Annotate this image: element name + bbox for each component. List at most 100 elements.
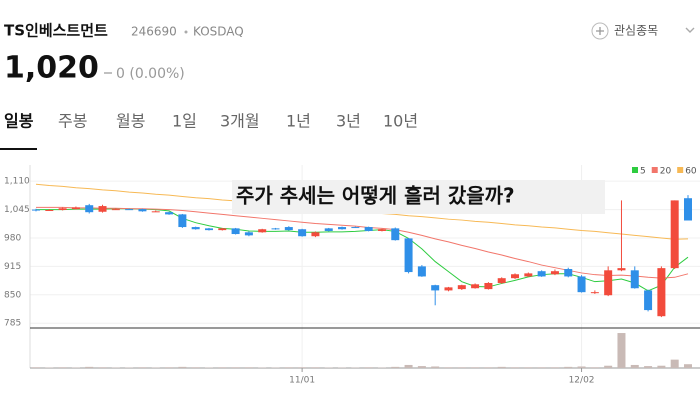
candle-body	[351, 227, 359, 228]
volume-bar	[178, 367, 186, 368]
candle-body	[178, 214, 186, 227]
volume-bar	[511, 367, 519, 368]
candle-body	[258, 229, 266, 232]
volume-bar	[498, 367, 506, 368]
volume-bar	[484, 367, 492, 368]
price: 1,020	[4, 51, 99, 86]
volume-bar	[298, 367, 306, 368]
tab[interactable]: 10년	[383, 112, 418, 131]
candle-body	[498, 278, 506, 283]
volume-bar	[471, 367, 479, 368]
candle-body	[85, 205, 93, 212]
y-tick-label: 1,110	[4, 177, 30, 187]
candle-body	[125, 209, 133, 210]
candle-body	[218, 228, 226, 230]
volume-bar	[431, 366, 439, 368]
candle-body	[365, 227, 373, 231]
volume-bar	[99, 367, 107, 368]
candle-body	[551, 271, 559, 274]
volume-bar	[232, 367, 240, 368]
legend-label: 5	[640, 167, 646, 177]
plus-sign	[596, 27, 604, 35]
candle-body	[391, 228, 399, 240]
volume-bar	[551, 367, 559, 368]
candle-body	[272, 228, 280, 229]
volume-bar	[671, 360, 679, 368]
candle-body	[471, 284, 479, 288]
stock-market: KOSDAQ	[193, 25, 244, 39]
candle-body	[604, 270, 612, 295]
candle-body	[405, 238, 413, 272]
candle-body	[32, 210, 40, 211]
watch-button[interactable]: 관심종목	[592, 23, 658, 39]
candle-body	[338, 227, 346, 229]
candle-body	[378, 229, 386, 231]
volume-bar	[418, 366, 426, 368]
legend-label: 20	[660, 167, 672, 177]
candle-body	[45, 210, 53, 211]
candle-body	[644, 290, 652, 310]
y-tick-label: 1,045	[4, 205, 30, 215]
candle-body	[431, 285, 439, 290]
collapse-icon[interactable]	[686, 28, 694, 32]
candle-body	[617, 268, 625, 270]
candle-body	[458, 285, 466, 289]
tab[interactable]: 주봉	[58, 112, 87, 131]
y-tick-label: 915	[4, 262, 21, 272]
candle-body	[112, 209, 120, 210]
volume-bar	[591, 367, 599, 368]
candle-body	[192, 227, 200, 229]
candle-body	[671, 200, 679, 268]
candle-body	[205, 228, 213, 230]
volume-bar	[564, 367, 572, 368]
volume-bar	[165, 367, 173, 368]
y-tick-label: 785	[4, 319, 21, 329]
candle-body	[524, 273, 532, 276]
tab[interactable]: 3개월	[220, 112, 260, 131]
moving-average-line	[36, 207, 688, 278]
candle-body	[564, 269, 572, 276]
volume-bar	[285, 367, 293, 368]
stock-name: TS인베스트먼트	[4, 22, 108, 40]
tab[interactable]: 월봉	[116, 112, 145, 131]
watch-label: 관심종목	[614, 24, 658, 38]
legend-swatch	[677, 167, 683, 173]
candle-body	[311, 232, 319, 236]
moving-average-line	[36, 209, 688, 291]
candle-body	[138, 209, 146, 211]
tab[interactable]: 3년	[336, 112, 361, 131]
candle-body	[578, 276, 586, 292]
candle-body	[72, 207, 80, 209]
y-tick-label: 980	[4, 233, 21, 243]
volume-bar	[524, 367, 532, 368]
overlay-text: 주가 추세는 어떻게 흘러 갔을까?	[236, 184, 515, 208]
volume-bar	[631, 365, 639, 368]
volume-bar	[444, 367, 452, 368]
tab[interactable]: 1일	[172, 112, 197, 131]
volume-bar	[391, 367, 399, 368]
volume-bar	[538, 367, 546, 368]
tab[interactable]: 일봉	[4, 112, 34, 131]
x-tick-label: 12/02	[569, 376, 595, 386]
candle-body	[59, 208, 67, 210]
candle-body	[684, 198, 692, 220]
volume-bar	[59, 367, 67, 368]
legend-label: 60	[685, 167, 697, 177]
x-tick-label: 11/01	[289, 376, 315, 386]
candle-body	[245, 232, 253, 235]
candle-body	[511, 274, 519, 278]
volume-bar	[245, 367, 253, 368]
volume-bar	[458, 367, 466, 368]
candle-body	[538, 271, 546, 276]
volume-bar	[644, 366, 652, 368]
candle-body	[285, 227, 293, 230]
candle-body	[418, 266, 426, 276]
candle-body	[99, 206, 107, 212]
legend-swatch	[652, 167, 658, 173]
volume-bar	[138, 367, 146, 368]
volume-bar	[405, 365, 413, 368]
legend-swatch	[632, 167, 638, 173]
volume-bar	[85, 367, 93, 368]
tab[interactable]: 1년	[286, 112, 311, 131]
